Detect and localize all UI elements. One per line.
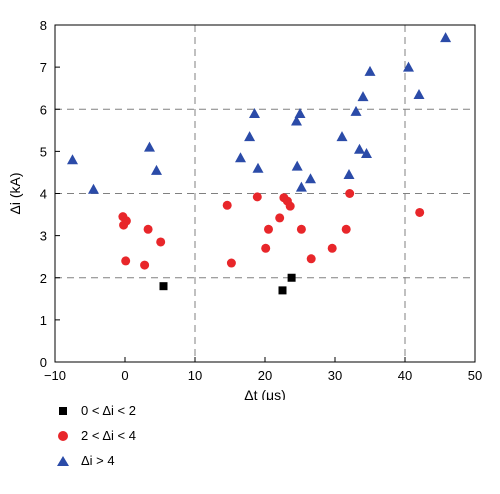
legend-item-gt-4: Δi > 4 <box>55 448 136 473</box>
circle-point <box>261 243 271 253</box>
square-point <box>278 286 287 295</box>
x-tick-label: 40 <box>398 368 412 383</box>
triangle-point <box>343 169 355 180</box>
circle-point <box>285 201 295 211</box>
triangle-point <box>294 107 306 118</box>
y-tick-label: 4 <box>40 187 47 202</box>
circle-point <box>119 220 129 230</box>
legend-circle-marker <box>55 428 71 444</box>
x-tick-label: 20 <box>258 368 272 383</box>
circle-point <box>345 189 355 198</box>
y-tick-label: 0 <box>40 355 47 370</box>
circle-point <box>121 256 131 266</box>
square-point <box>287 273 296 282</box>
x-tick-label: 0 <box>121 368 128 383</box>
circle-point <box>252 192 262 202</box>
circle-point <box>143 224 153 234</box>
circle-point <box>140 260 150 270</box>
y-tick-label: 8 <box>40 18 47 33</box>
circle-point <box>156 237 166 247</box>
legend-square-marker <box>55 403 71 419</box>
y-tick-label: 1 <box>40 313 47 328</box>
legend-label: 2 < Δi < 4 <box>81 428 136 443</box>
triangle-point <box>291 115 302 126</box>
y-tick-label: 3 <box>40 229 47 244</box>
circle-point <box>415 207 425 217</box>
data-points <box>67 32 452 295</box>
x-axis-title: Δt (μs) <box>244 387 286 400</box>
y-tick-label: 5 <box>40 144 47 159</box>
triangle-point <box>364 65 376 76</box>
triangle-point <box>291 160 303 171</box>
circle-point <box>306 254 316 264</box>
y-tick-label: 6 <box>40 102 47 117</box>
circle-point <box>341 224 351 234</box>
circle-point <box>264 224 273 234</box>
y-axis-title: Δi (kA) <box>7 172 23 214</box>
triangle-point <box>88 183 99 194</box>
circle-point <box>296 224 306 234</box>
triangle-point <box>350 105 362 116</box>
triangle-point <box>235 152 246 163</box>
triangle-point <box>295 181 307 192</box>
triangle-point <box>413 89 425 100</box>
triangle-point <box>336 131 348 142</box>
square-point <box>159 282 168 291</box>
triangle-point <box>440 32 452 43</box>
triangle-point <box>305 173 316 184</box>
triangle-point <box>249 107 260 118</box>
circle-point <box>226 258 236 268</box>
legend-label: Δi > 4 <box>81 453 115 468</box>
y-tick-label: 7 <box>40 60 47 75</box>
triangle-point <box>361 147 372 158</box>
triangle-point <box>403 61 414 72</box>
legend-item-2-4: 2 < Δi < 4 <box>55 423 136 448</box>
x-tick-label: 30 <box>328 368 342 383</box>
y-tick-label: 2 <box>40 271 47 286</box>
circle-point <box>275 213 285 223</box>
triangle-point <box>357 91 369 102</box>
legend-label: 0 < Δi < 2 <box>81 403 136 418</box>
grid-lines <box>55 25 475 362</box>
triangle-point <box>67 154 78 165</box>
legend-item-0-2: 0 < Δi < 2 <box>55 398 136 423</box>
circle-point <box>222 200 232 210</box>
circle-point <box>327 243 337 253</box>
triangle-point <box>144 141 155 152</box>
triangle-point <box>244 131 256 142</box>
triangle-point <box>252 162 264 173</box>
triangle-point <box>354 143 365 154</box>
legend: 0 < Δi < 2 2 < Δi < 4 Δi > 4 <box>55 398 136 473</box>
x-tick-label: −10 <box>44 368 66 383</box>
x-tick-label: 10 <box>188 368 202 383</box>
legend-triangle-marker <box>55 453 71 469</box>
triangle-point <box>151 164 162 175</box>
x-tick-label: 50 <box>468 368 482 383</box>
